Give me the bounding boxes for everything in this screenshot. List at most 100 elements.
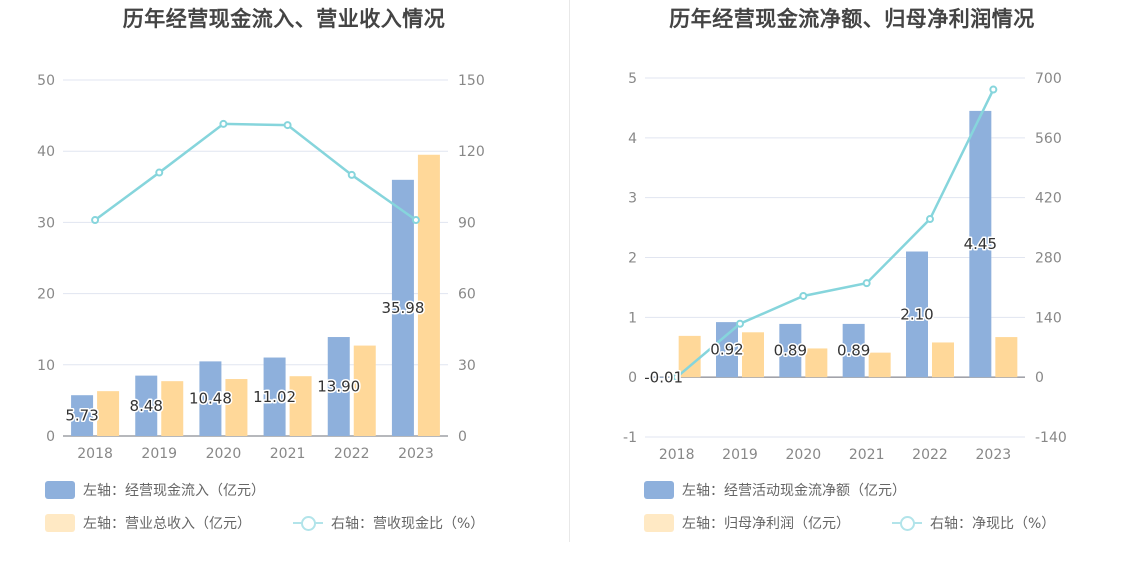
bar-secondary [678, 335, 701, 378]
x-axis-tick-label: 2020 [786, 447, 822, 463]
right-axis-tick-label: 140 [1035, 310, 1062, 326]
legend-swatch [293, 514, 323, 532]
x-axis-tick-label: 2022 [334, 446, 370, 462]
legend-swatch [644, 481, 674, 499]
line-point [989, 85, 998, 94]
bar-secondary [932, 342, 954, 378]
x-axis-tick-label: 2021 [849, 447, 885, 463]
chart-panel-left: 历年经营现金流入、营业收入情况 0 10 20 30 40 50 0 30 60 90 120 150… [0, 0, 568, 560]
line-point [736, 319, 744, 328]
line-point [799, 291, 808, 300]
bar-secondary [225, 379, 248, 436]
bar-primary [327, 337, 350, 436]
bar-data-label: -0.01 [644, 368, 683, 386]
line-point [347, 170, 356, 179]
bar-data-label: 2.10 [900, 305, 933, 323]
right-axis-tick-label: 90 [458, 215, 476, 231]
x-axis-tick-label: 2022 [912, 447, 948, 463]
chart-svg-left: 0 10 20 30 40 50 0 30 60 90 120 150 2018 2019 2020 2021… [37, 73, 485, 462]
bar-secondary [742, 332, 764, 378]
bar-primary [716, 322, 738, 378]
bar-primary [199, 361, 222, 436]
line-series [675, 88, 995, 379]
x-axis-tick-label: 2021 [270, 446, 306, 462]
x-axis-tick-label: 2019 [722, 447, 758, 463]
x-axis-tick-label: 2023 [398, 446, 434, 462]
bar-primary [842, 323, 865, 378]
legend-label: 左轴：经营现金流入（亿元） [83, 483, 265, 499]
legend-label: 左轴：经营活动现金流净额（亿元） [682, 483, 906, 499]
bar-primary [71, 395, 94, 436]
right-axis-tick-label: -140 [1035, 430, 1067, 446]
bar-data-label: 4.45 [964, 235, 997, 253]
bar-data-label: 8.48 [130, 397, 163, 415]
legend-label: 右轴：净现比（%） [930, 516, 1056, 532]
bar-primary [391, 179, 414, 437]
legend-item-1[interactable]: 左轴：经营现金流入（亿元） [45, 480, 265, 500]
bar-secondary [868, 352, 891, 378]
left-axis-tick-label: 30 [37, 215, 55, 231]
left-axis-tick-label: 3 [628, 191, 637, 207]
line-point [283, 121, 292, 130]
bar-data-label: 0.92 [710, 341, 743, 359]
legend-swatch [45, 514, 75, 532]
bar-data-label: 0.89 [774, 342, 807, 360]
left-axis-tick-label: 1 [628, 310, 637, 326]
legend-item-3[interactable]: 右轴：净现比（%） [892, 513, 1055, 533]
chart-title: 历年经营现金流净额、归母净利润情况 [669, 7, 1035, 31]
bar-secondary [995, 337, 1018, 378]
left-axis-tick-label: 4 [628, 131, 637, 147]
panel-divider [569, 0, 570, 542]
left-axis-tick-label: 5 [628, 71, 637, 87]
legend-item-2[interactable]: 左轴：营业总收入（亿元） [45, 513, 251, 533]
bar-secondary [289, 376, 312, 436]
legend-item-2[interactable]: 左轴：归母净利润（亿元） [644, 513, 850, 533]
x-axis-tick-label: 2018 [77, 446, 113, 462]
bar-data-label: 13.90 [317, 378, 360, 396]
bar-secondary [97, 391, 120, 436]
right-axis-tick-label: 120 [458, 144, 485, 160]
right-axis-tick-label: 60 [458, 287, 476, 303]
bar-primary [652, 377, 675, 378]
line-point [91, 216, 100, 225]
right-axis-tick-label: 30 [458, 358, 476, 374]
bar-secondary [417, 154, 440, 436]
x-axis-tick-label: 2020 [206, 446, 242, 462]
line-series [94, 122, 417, 222]
right-axis-tick-label: 280 [1035, 251, 1062, 267]
right-axis-tick-label: 150 [458, 73, 485, 89]
line-point [411, 216, 420, 225]
left-axis-tick-label: 10 [37, 358, 55, 374]
line-point [926, 215, 934, 224]
left-axis-tick-label: 0 [628, 370, 637, 386]
bar-data-label: 5.73 [65, 407, 98, 425]
legend-item-1[interactable]: 左轴：经营活动现金流净额（亿元） [644, 480, 906, 500]
left-axis-tick-label: 50 [37, 73, 55, 89]
line-point [862, 279, 871, 288]
right-axis-tick-label: 560 [1035, 131, 1062, 147]
bar-primary [969, 110, 992, 378]
chart-svg-right: -1 0 1 2 3 4 5 -140 0 140 280 420 560 700 2018 2019 2020… [623, 71, 1067, 463]
legend-item-3[interactable]: 右轴：营收现金比（%） [293, 513, 484, 533]
chart-panel-right: 历年经营现金流净额、归母净利润情况 -1 0 1 2 3 4 5 -140 0 140 280 420… [570, 0, 1134, 560]
bar-primary [779, 323, 802, 378]
x-axis-tick-label: 2019 [141, 446, 177, 462]
x-axis-tick-label: 2018 [659, 447, 695, 463]
line-point [155, 168, 164, 177]
bar-primary [263, 357, 286, 436]
legend-label: 左轴：营业总收入（亿元） [83, 516, 251, 532]
right-axis-tick-label: 0 [1035, 370, 1044, 386]
legend-swatch [45, 481, 75, 499]
left-axis-tick-label: 20 [37, 287, 55, 303]
legend-label: 左轴：归母净利润（亿元） [682, 516, 850, 532]
left-axis-tick-label: 2 [628, 251, 637, 267]
line-point [219, 119, 228, 128]
bar-secondary [805, 348, 828, 378]
bar-data-label: 11.02 [253, 388, 296, 406]
right-axis-tick-label: 700 [1035, 71, 1062, 87]
legend-swatch [892, 514, 922, 532]
right-axis-tick-label: 0 [458, 429, 467, 445]
bar-data-label: 10.48 [189, 390, 232, 408]
legend-label: 右轴：营收现金比（%） [331, 516, 485, 532]
right-axis-tick-label: 420 [1035, 191, 1062, 207]
